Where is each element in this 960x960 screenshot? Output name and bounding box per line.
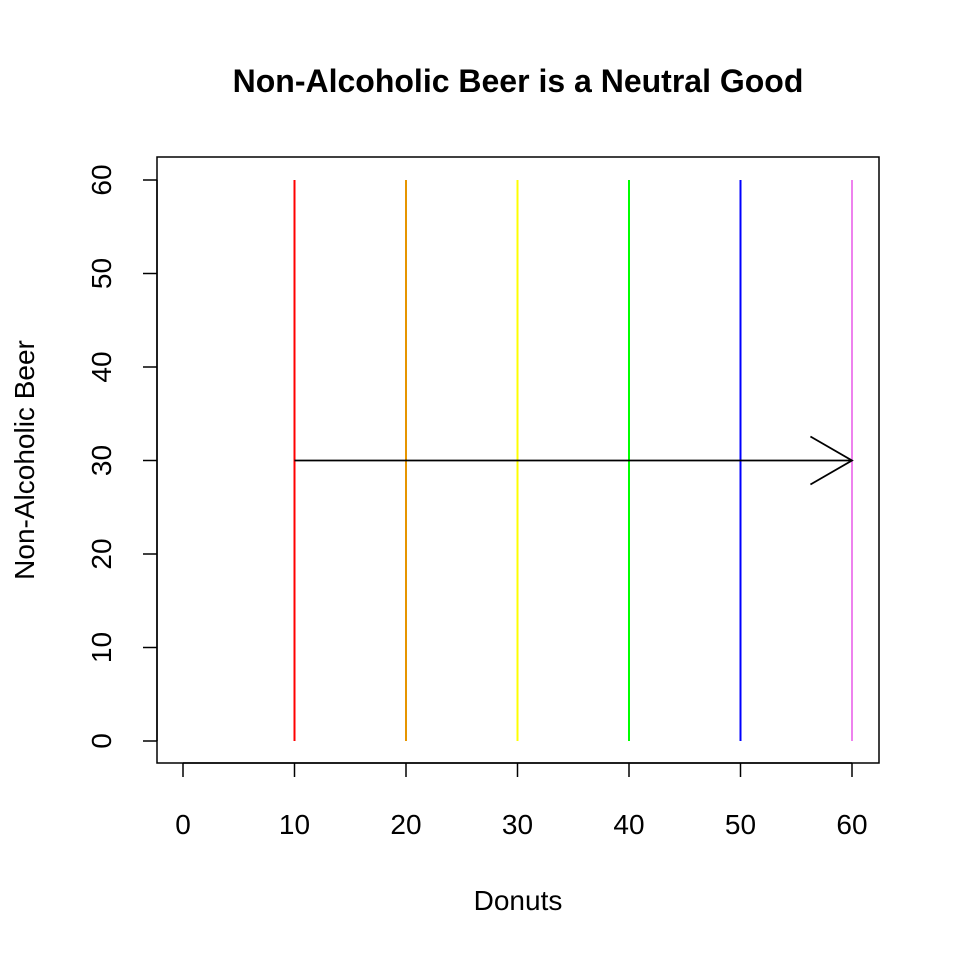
- y-tick-label: 10: [86, 632, 117, 663]
- x-tick-label: 20: [390, 809, 421, 840]
- x-axis-label: Donuts: [474, 885, 563, 916]
- chart-title: Non-Alcoholic Beer is a Neutral Good: [233, 63, 804, 99]
- y-tick-label: 30: [86, 445, 117, 476]
- y-tick-label: 40: [86, 351, 117, 382]
- x-tick-label: 10: [279, 809, 310, 840]
- x-tick-label: 0: [175, 809, 191, 840]
- x-axis: 0 10 20 30 40 50 60: [175, 762, 868, 840]
- x-tick-label: 30: [502, 809, 533, 840]
- y-tick-label: 0: [86, 733, 117, 749]
- arrow-layer: [294, 435, 854, 486]
- y-axis-label: Non-Alcoholic Beer: [9, 340, 40, 580]
- y-axis: 0 10 20 30 40 50 60: [86, 164, 158, 749]
- y-tick-label: 60: [86, 164, 117, 195]
- y-tick-label: 20: [86, 538, 117, 569]
- x-tick-label: 60: [836, 809, 867, 840]
- y-tick-label: 50: [86, 258, 117, 289]
- arrow-head: [809, 435, 854, 486]
- x-tick-label: 50: [725, 809, 756, 840]
- x-tick-label: 40: [613, 809, 644, 840]
